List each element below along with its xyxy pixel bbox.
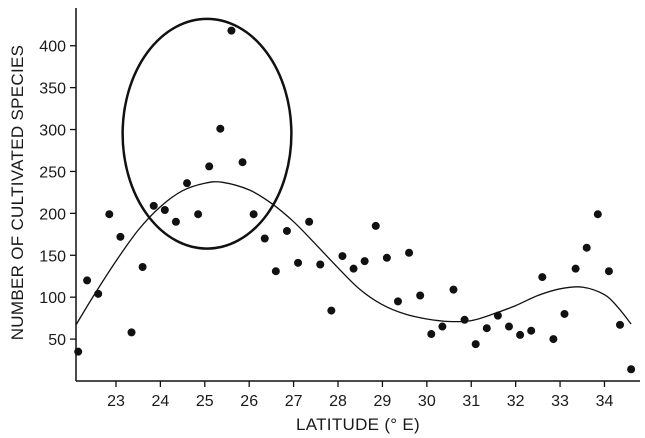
x-tick-label: 23 [107, 393, 125, 410]
y-tick-label: 50 [48, 332, 66, 349]
x-tick-label: 31 [462, 393, 480, 410]
data-point [427, 330, 436, 339]
data-point [549, 335, 558, 344]
y-tick-label: 200 [39, 206, 66, 223]
data-point [127, 328, 136, 337]
x-axis-title: LATITUDE (° E) [296, 415, 420, 434]
x-tick-label: 29 [374, 393, 392, 410]
data-point [438, 322, 447, 331]
data-point [627, 365, 636, 374]
data-point [516, 330, 525, 339]
data-point [271, 267, 280, 276]
data-point [74, 347, 83, 356]
data-point [282, 226, 291, 235]
data-point [493, 311, 502, 320]
y-tick-label: 100 [39, 290, 66, 307]
y-axis-title: NUMBER OF CULTIVATED SPECIES [8, 45, 27, 341]
y-tick-label: 350 [39, 81, 66, 98]
data-point [216, 124, 225, 133]
x-tick-label: 24 [151, 393, 169, 410]
data-point [94, 289, 103, 298]
y-tick-label: 400 [39, 39, 66, 56]
highlight-ellipse [121, 17, 293, 250]
data-point [338, 252, 347, 261]
data-point [405, 248, 414, 257]
x-tick-label: 25 [196, 393, 214, 410]
data-point [116, 232, 125, 241]
data-point [183, 179, 192, 188]
data-point [360, 257, 369, 266]
data-point [471, 340, 480, 349]
y-ticks: 50 100 150 200 250 300 350 400 [39, 39, 76, 349]
data-point [194, 210, 203, 219]
data-point [527, 326, 536, 335]
data-point [227, 26, 236, 35]
data-point [327, 306, 336, 315]
data-point [460, 315, 469, 324]
data-point [83, 276, 92, 285]
data-point [482, 324, 491, 333]
data-point [382, 253, 391, 262]
data-point [560, 309, 569, 318]
x-tick-label: 30 [418, 393, 436, 410]
x-tick-label: 28 [329, 393, 347, 410]
data-point [138, 263, 147, 272]
axes [75, 8, 640, 382]
x-tick-label: 26 [240, 393, 258, 410]
data-point [149, 201, 158, 210]
data-point [349, 264, 358, 273]
x-tick-label: 27 [285, 393, 303, 410]
data-point [604, 267, 613, 276]
data-point [616, 320, 625, 329]
data-point [449, 285, 458, 294]
x-tick-label: 33 [551, 393, 569, 410]
data-point [171, 217, 180, 226]
data-point [160, 206, 169, 215]
trend-curve [75, 181, 632, 326]
data-point [371, 221, 380, 230]
y-tick-label: 300 [39, 123, 66, 140]
x-tick-label: 32 [507, 393, 525, 410]
y-tick-label: 150 [39, 248, 66, 265]
data-point [504, 322, 513, 331]
data-point [571, 264, 580, 273]
x-ticks: 23 24 25 26 27 28 29 30 31 32 33 34 [107, 381, 613, 410]
data-point [260, 234, 269, 243]
data-point [393, 297, 402, 306]
data-point [105, 210, 114, 219]
x-tick-label: 34 [596, 393, 614, 410]
y-tick-label: 250 [39, 164, 66, 181]
data-point [205, 162, 214, 171]
data-point [416, 291, 425, 300]
data-point [316, 260, 325, 269]
data-point [294, 258, 303, 267]
data-points [74, 26, 636, 374]
data-point [538, 273, 547, 282]
data-point [249, 210, 258, 219]
data-point [582, 243, 591, 252]
data-point [593, 210, 602, 219]
data-point [305, 217, 314, 226]
data-point [238, 158, 247, 167]
